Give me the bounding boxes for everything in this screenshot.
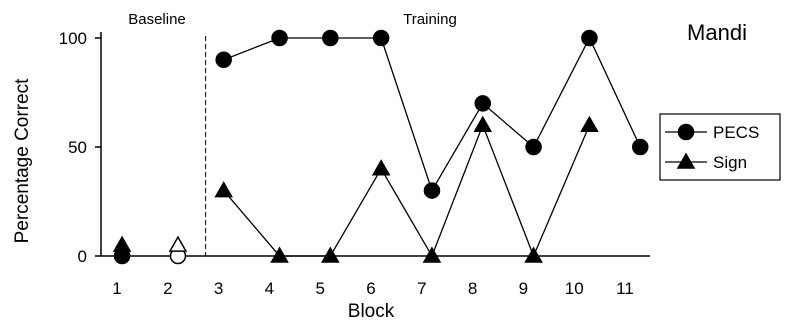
x-tick-label: 10 [565, 279, 584, 298]
data-point-pecs [581, 29, 598, 47]
data-point-pecs [322, 29, 339, 47]
y-tick-label: 50 [68, 138, 87, 157]
legend-label-sign: Sign [713, 153, 747, 172]
y-axis-title: Percentage Correct [12, 78, 33, 243]
baseline-point [168, 235, 188, 252]
x-tick-label: 7 [417, 279, 426, 298]
legend-marker-pecs [677, 123, 695, 141]
series-pecs [215, 29, 649, 199]
data-point-sign [422, 246, 442, 263]
series-line-sign [223, 123, 591, 258]
x-tick-label: 2 [163, 279, 172, 298]
x-tick-label: 5 [315, 279, 324, 298]
x-axis-title: Block [348, 301, 395, 322]
baseline-point [112, 235, 132, 252]
y-tick-label: 0 [78, 247, 87, 266]
data-point-pecs [271, 29, 288, 47]
series-layer [112, 29, 649, 265]
legend-box [659, 113, 781, 181]
participant-name: Mandi [687, 20, 747, 45]
series-sign [214, 115, 599, 263]
legend: PECS Sign [659, 113, 781, 181]
series-line-pecs [223, 36, 641, 193]
phase-label-baseline: Baseline [128, 11, 186, 28]
data-point-pecs [423, 182, 441, 199]
data-point-sign [473, 115, 493, 132]
data-point-pecs [372, 29, 390, 47]
data-point-sign [371, 159, 391, 176]
legend-marker-sign [676, 152, 696, 169]
data-point-sign [270, 246, 289, 263]
x-tick-label: 9 [519, 279, 528, 298]
phase-layer: Baseline Training [128, 11, 457, 256]
chart-axes: 0 50 100 1 2 3 4 5 6 7 8 9 10 11 [59, 29, 650, 298]
y-tick-label: 100 [59, 29, 87, 48]
data-point-sign [524, 246, 543, 263]
data-point-pecs [631, 138, 649, 156]
data-point-pecs [525, 138, 542, 156]
phase-label-training: Training [403, 11, 457, 28]
labels-layer: Block Percentage Correct Mandi [12, 20, 747, 322]
data-point-pecs [215, 51, 232, 69]
data-point-sign [214, 181, 233, 198]
x-tick-label: 4 [265, 279, 274, 298]
x-tick-label: 3 [214, 279, 223, 298]
x-tick-label: 8 [468, 279, 477, 298]
x-tick-label: 11 [616, 279, 634, 298]
x-tick-label: 1 [112, 279, 121, 298]
x-tick-label: 6 [366, 279, 375, 298]
legend-label-pecs: PECS [713, 123, 759, 142]
data-point-pecs [474, 95, 492, 112]
data-point-sign [321, 246, 340, 263]
data-point-sign [580, 115, 599, 132]
